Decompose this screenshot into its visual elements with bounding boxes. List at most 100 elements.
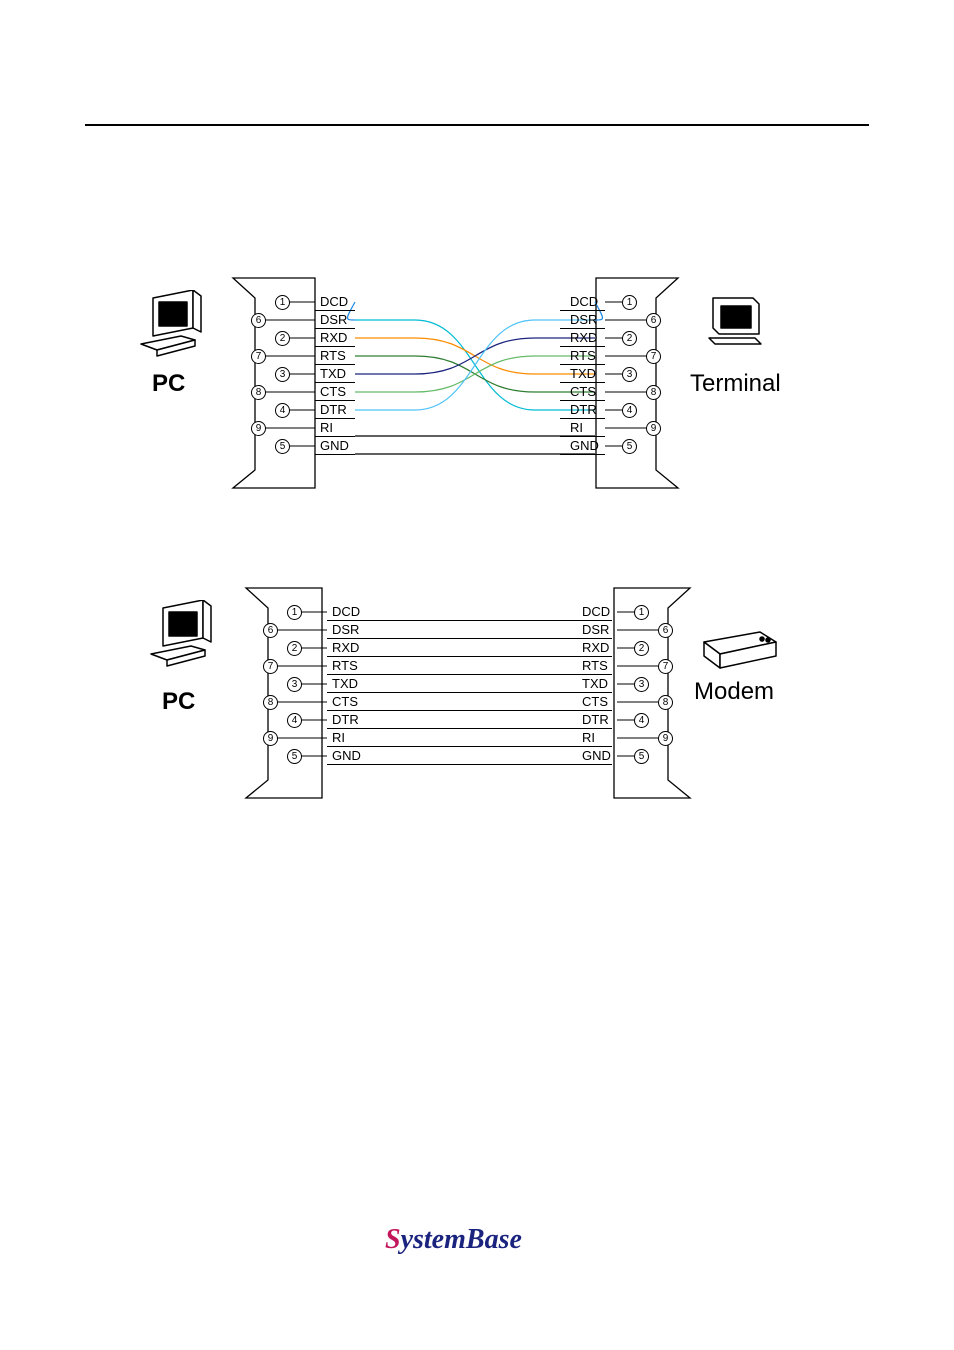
signal-label-right: DTR xyxy=(582,712,609,727)
wires-svg-modem xyxy=(0,580,954,810)
pin-left-a-1: 1 xyxy=(287,605,302,620)
signal-label-right: GND xyxy=(570,438,599,453)
signal-label-right: RI xyxy=(582,730,595,745)
signal-label-left: TXD xyxy=(332,676,358,691)
pin-right-a-5: 5 xyxy=(622,439,637,454)
row-rule xyxy=(315,454,355,455)
signal-label-left: RTS xyxy=(320,348,346,363)
signal-label-left: DTR xyxy=(320,402,347,417)
pin-right-b-7: 7 xyxy=(646,349,661,364)
signal-label-right: DTR xyxy=(570,402,597,417)
signal-label-right: DSR xyxy=(582,622,609,637)
signal-label-left: RXD xyxy=(332,640,359,655)
row-rule xyxy=(560,328,605,329)
pin-left-b-7: 7 xyxy=(263,659,278,674)
pin-right-b-6: 6 xyxy=(658,623,673,638)
row-rule xyxy=(327,692,612,693)
row-rule xyxy=(560,364,605,365)
pin-left-b-6: 6 xyxy=(263,623,278,638)
pin-right-b-8: 8 xyxy=(646,385,661,400)
pin-left-a-3: 3 xyxy=(287,677,302,692)
pin-right-a-2: 2 xyxy=(634,641,649,656)
signal-label-right: TXD xyxy=(570,366,596,381)
row-rule xyxy=(327,746,612,747)
row-rule xyxy=(560,454,605,455)
pin-left-a-5: 5 xyxy=(287,749,302,764)
pin-right-a-4: 4 xyxy=(622,403,637,418)
pin-left-a-2: 2 xyxy=(275,331,290,346)
pin-left-a-4: 4 xyxy=(275,403,290,418)
pin-right-a-2: 2 xyxy=(622,331,637,346)
signal-label-right: RI xyxy=(570,420,583,435)
signal-label-left: DTR xyxy=(332,712,359,727)
signal-label-left: CTS xyxy=(332,694,358,709)
signal-label-right: CTS xyxy=(570,384,596,399)
row-rule xyxy=(560,436,605,437)
row-rule xyxy=(315,418,355,419)
pin-left-a-3: 3 xyxy=(275,367,290,382)
pin-left-b-8: 8 xyxy=(263,695,278,710)
signal-label-left: GND xyxy=(332,748,361,763)
pin-right-a-5: 5 xyxy=(634,749,649,764)
row-rule xyxy=(560,310,605,311)
signal-label-right: TXD xyxy=(582,676,608,691)
wires-svg-terminal xyxy=(0,270,954,500)
pin-left-a-4: 4 xyxy=(287,713,302,728)
pin-right-a-1: 1 xyxy=(634,605,649,620)
row-rule xyxy=(327,656,612,657)
row-rule xyxy=(327,728,612,729)
pin-right-b-9: 9 xyxy=(658,731,673,746)
signal-label-right: RTS xyxy=(570,348,596,363)
row-rule xyxy=(560,400,605,401)
signal-label-left: RI xyxy=(320,420,333,435)
signal-label-left: DSR xyxy=(332,622,359,637)
row-rule xyxy=(327,710,612,711)
pin-left-b-8: 8 xyxy=(251,385,266,400)
row-rule xyxy=(315,310,355,311)
pin-left-a-2: 2 xyxy=(287,641,302,656)
row-rule xyxy=(315,346,355,347)
signal-label-right: RXD xyxy=(570,330,597,345)
pin-right-b-8: 8 xyxy=(658,695,673,710)
logo: SystemBase xyxy=(385,1224,522,1256)
signal-label-left: RTS xyxy=(332,658,358,673)
logo-accent: S xyxy=(385,1224,401,1255)
signal-label-left: TXD xyxy=(320,366,346,381)
row-rule xyxy=(560,346,605,347)
row-rule xyxy=(560,418,605,419)
signal-label-left: CTS xyxy=(320,384,346,399)
signal-label-right: CTS xyxy=(582,694,608,709)
pin-left-b-9: 9 xyxy=(251,421,266,436)
pin-right-a-1: 1 xyxy=(622,295,637,310)
pin-right-a-3: 3 xyxy=(634,677,649,692)
row-rule xyxy=(560,382,605,383)
pin-right-b-9: 9 xyxy=(646,421,661,436)
signal-label-right: RTS xyxy=(582,658,608,673)
pin-left-a-5: 5 xyxy=(275,439,290,454)
signal-label-left: DCD xyxy=(332,604,360,619)
row-rule xyxy=(327,620,612,621)
row-rule xyxy=(327,764,612,765)
signal-label-left: GND xyxy=(320,438,349,453)
row-rule xyxy=(315,364,355,365)
row-rule xyxy=(315,382,355,383)
signal-label-right: GND xyxy=(582,748,611,763)
signal-label-left: DCD xyxy=(320,294,348,309)
row-rule xyxy=(327,674,612,675)
diagram-pc-terminal: PC Terminal DCDDCDDSRDSRRXDRXDRTSRTSTXDT… xyxy=(0,270,954,500)
pin-right-a-3: 3 xyxy=(622,367,637,382)
signal-label-right: DSR xyxy=(570,312,597,327)
logo-main: ystemBase xyxy=(401,1224,522,1255)
row-rule xyxy=(315,328,355,329)
pin-left-b-6: 6 xyxy=(251,313,266,328)
signal-label-right: DCD xyxy=(582,604,610,619)
wire-DTR-DSR xyxy=(355,320,595,410)
pin-right-a-4: 4 xyxy=(634,713,649,728)
pin-right-b-6: 6 xyxy=(646,313,661,328)
signal-label-left: DSR xyxy=(320,312,347,327)
pin-left-b-7: 7 xyxy=(251,349,266,364)
signal-label-left: RI xyxy=(332,730,345,745)
pin-left-a-1: 1 xyxy=(275,295,290,310)
pin-left-b-9: 9 xyxy=(263,731,278,746)
pin-right-b-7: 7 xyxy=(658,659,673,674)
